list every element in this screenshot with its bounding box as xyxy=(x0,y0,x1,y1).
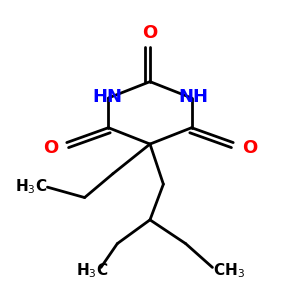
Text: H$_3$C: H$_3$C xyxy=(15,177,47,196)
Text: O: O xyxy=(142,24,158,42)
Text: H$_3$C: H$_3$C xyxy=(76,262,108,280)
Text: CH$_3$: CH$_3$ xyxy=(213,262,245,280)
Text: O: O xyxy=(43,139,58,157)
Text: HN: HN xyxy=(92,88,122,106)
Text: O: O xyxy=(242,139,257,157)
Text: NH: NH xyxy=(178,88,208,106)
